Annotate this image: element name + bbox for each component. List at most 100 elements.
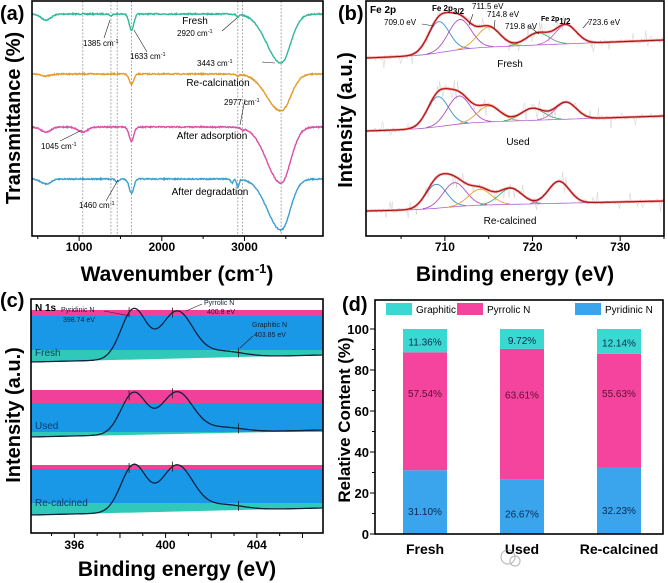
n1s-curve (31, 307, 322, 363)
panel-c-n1s: (c) Fresh Used Re-calcined N 1s Pyridinic N 39… (0, 290, 324, 581)
series-label: Fresh (497, 59, 523, 70)
x-tick-label: 720 (523, 240, 543, 254)
peak-annotation: 709.0 eV (384, 18, 417, 27)
series-label: Fresh (182, 16, 208, 27)
legend-swatch (386, 303, 412, 315)
watermark-logo (500, 549, 521, 567)
pyridinic-fill (31, 316, 323, 350)
fit-envelope-glow (366, 87, 664, 133)
y-tick-label: 100 (347, 322, 369, 337)
series-label: Re-calcined (484, 216, 537, 227)
graphitic-energy: 403.85 eV (254, 332, 286, 339)
y-axis-label: Transmittance (%) (3, 32, 25, 204)
peak-annotation: 1460 cm-1 (79, 201, 115, 210)
peak-annotation: 719.8 eV (505, 22, 538, 31)
plot-frame (31, 0, 324, 237)
pyridinic-fill (31, 469, 323, 503)
x-axis-label: Binding energy (eV) (416, 263, 614, 286)
peak-annotation: 2977 cm-1 (224, 98, 260, 107)
fit-component (425, 95, 492, 129)
annotation-arrow (468, 13, 474, 26)
x-tick-label: 710 (435, 240, 455, 254)
graphitic-fill (31, 503, 323, 515)
x-axis-label: Binding energy (eV) (78, 558, 276, 581)
annotation-arrow (221, 17, 238, 32)
annotation-arrow (103, 310, 131, 317)
bar-graphitic-n (597, 329, 641, 354)
peak-annotation: 1045 cm-1 (41, 142, 77, 151)
peak-annotation: 1633 cm-1 (130, 52, 166, 61)
fe2p12-label: Fe 2p1/2 (541, 16, 571, 26)
series-label: Re-calcination (186, 78, 249, 89)
plot-frame (365, 0, 665, 237)
x-tick-label: 396 (64, 538, 84, 552)
legend-label: Graphitic N (416, 305, 466, 316)
bar-value-label: 12.14% (602, 338, 636, 349)
panel-label-d: (d) (342, 294, 368, 316)
annotation-arrow (529, 26, 540, 35)
panel-label-c: (c) (0, 290, 24, 312)
wechat-icon (500, 549, 516, 565)
raw-spectrum (365, 80, 664, 135)
n1s-curve (31, 390, 322, 438)
bar-value-label: 9.72% (508, 336, 536, 347)
pyrrolic-energy: 400.8 eV (207, 309, 235, 316)
x-tick-label: 2000 (148, 240, 175, 254)
x-tick-label: 1000 (66, 240, 93, 254)
y-tick-label: 20 (355, 486, 369, 501)
x-tick-label: 400 (156, 538, 176, 552)
bar-value-label: 31.10% (408, 507, 442, 518)
fit-envelope (365, 12, 664, 59)
bar-graphitic-n (403, 329, 447, 353)
category-label: Re-calcined (580, 541, 659, 557)
series-label: After adsorption (177, 131, 248, 142)
category-label: Used (505, 541, 539, 557)
annotation-arrow (421, 23, 435, 27)
x-tick-label: 3000 (231, 240, 258, 254)
bar-pyridinic-n (403, 470, 447, 534)
annotation-arrow (239, 98, 246, 126)
y-tick-label: 80 (355, 363, 369, 378)
annotation-arrow (582, 20, 590, 29)
bar-pyrrolic-n (500, 348, 544, 480)
y-axis-label: Intensity (a.u.) (335, 52, 357, 188)
peak-annotation: 3443 cm-1 (197, 59, 233, 68)
peak-annotation: 711.5 eV (472, 2, 504, 11)
pyridinic-fill (31, 403, 323, 432)
y-tick-label: 60 (355, 404, 369, 419)
plot-frame (30, 298, 324, 534)
annotation-arrow (133, 29, 148, 53)
fit-envelope (366, 173, 664, 212)
bar-value-label: 11.36% (408, 338, 441, 349)
bar-value-label: 32.23% (602, 506, 636, 517)
bar-pyridinic-n (500, 479, 544, 534)
annotation-arrow (185, 303, 203, 312)
pyrrolic-fill (31, 310, 323, 316)
n1s-curve (31, 463, 322, 516)
panel-title: Fe 2p (370, 5, 396, 16)
panel-b-fe2p: (b) Fresh Used Re-calcined Fe 2p Fe 2p3/2 Fe 2… (335, 0, 665, 286)
bar-value-label: 57.54% (408, 389, 442, 400)
peak-annotation: 2920 cm-1 (177, 29, 213, 38)
panel-label-a: (a) (0, 3, 24, 25)
peak-annotation: 723.6 eV (588, 18, 621, 27)
series-label: Fresh (35, 348, 61, 359)
series-label: Used (506, 137, 529, 148)
pyridinic-energy: 398.74 eV (63, 317, 95, 324)
peak-annotation: 1385 cm-1 (83, 39, 119, 48)
annotation-arrow (59, 129, 83, 142)
x-tick-label: 404 (247, 538, 267, 552)
y-axis-label: Intensity (a.u.) (3, 347, 25, 483)
series-label: After degradation (172, 187, 249, 198)
y-axis-label: Relative Content (%) (335, 337, 354, 502)
panel-label-b: (b) (338, 3, 364, 25)
bar-graphitic-n (500, 329, 544, 349)
panel-title: N 1s (35, 303, 57, 314)
legend-swatch (457, 303, 483, 315)
bar-pyrrolic-n (403, 352, 447, 471)
ftir-series-1 (31, 71, 324, 113)
x-axis-label: Wavenumber (cm-1) (81, 261, 274, 286)
annotation-arrow (105, 179, 119, 202)
y-tick-label: 0 (362, 527, 369, 542)
fe2p32-label: Fe 2p3/2 (432, 4, 465, 16)
